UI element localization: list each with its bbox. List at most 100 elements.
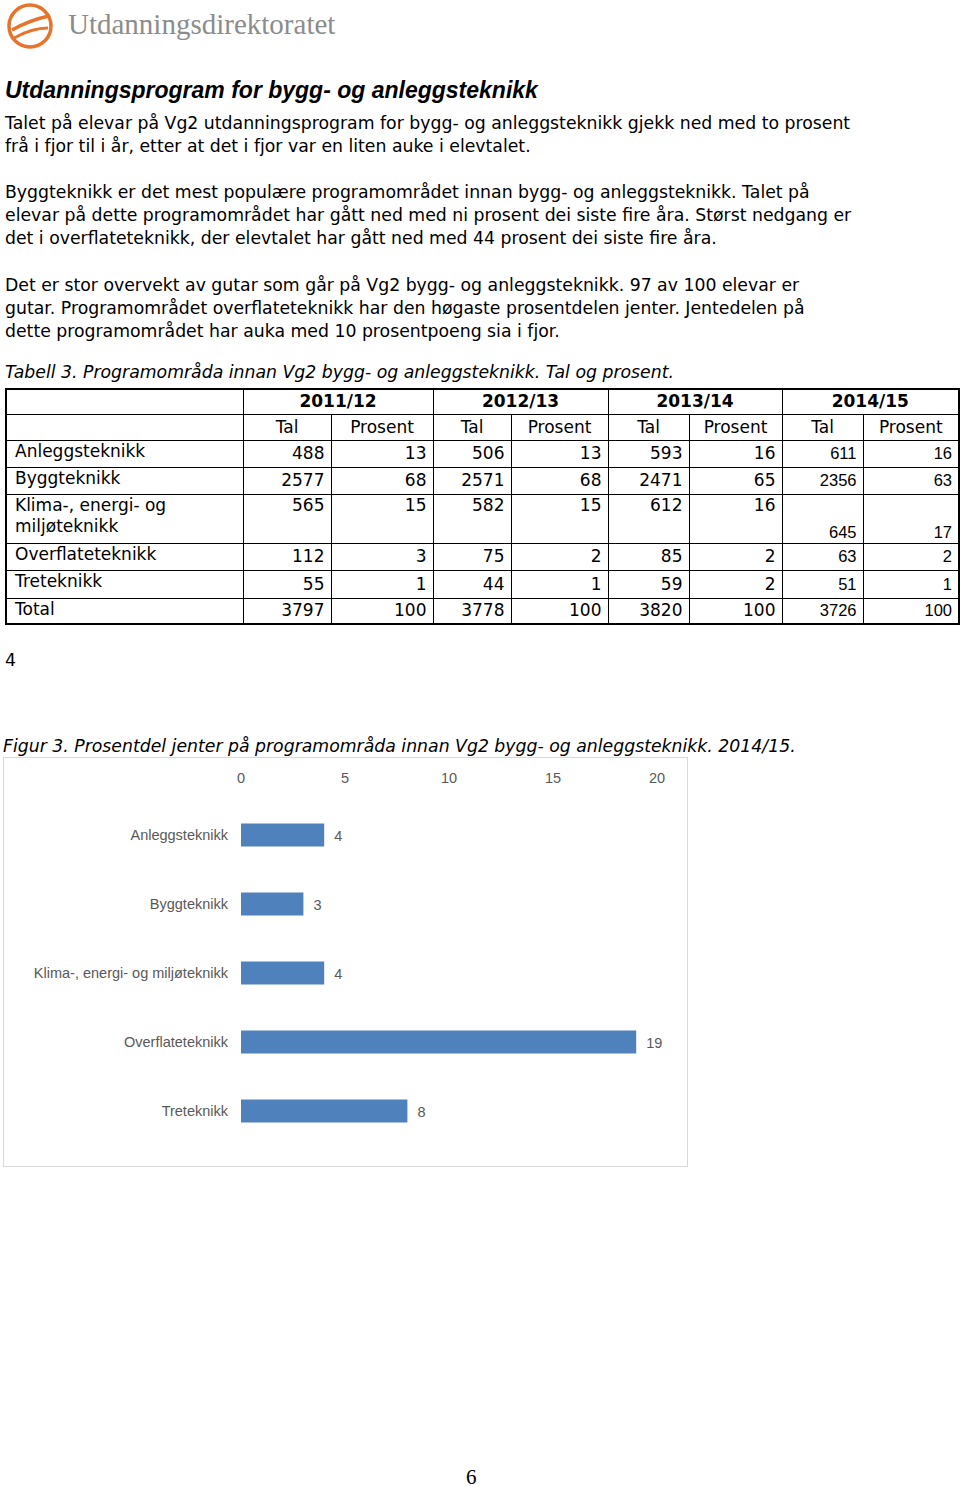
logo-swoosh: [14, 28, 48, 38]
category-label: Byggteknikk: [150, 896, 229, 912]
logo-icon: [2, 0, 62, 56]
table-cell: 1: [863, 570, 959, 598]
page-number: 6: [466, 1464, 477, 1486]
data-label: 4: [334, 966, 342, 982]
table-cell: 75: [433, 543, 511, 570]
subheader: Prosent: [689, 414, 782, 440]
paragraph-line: frå i fjor til i år, etter at det i fjor…: [5, 135, 531, 157]
data-label: 8: [417, 1104, 425, 1120]
table-cell: 2: [689, 543, 782, 570]
row-label: Total: [6, 598, 243, 624]
table-cell: 506: [433, 440, 511, 467]
row-label: Overflateteknikk: [6, 543, 243, 570]
table-cell: 2: [863, 543, 959, 570]
table-cell: 68: [511, 467, 608, 494]
year-header: 2014/15: [782, 389, 959, 414]
page: {"header": {"logo_text": "Utdanningsdire…: [0, 0, 960, 1486]
bar: [241, 893, 303, 916]
table-row: Byggteknikk257768257168247165235663: [6, 467, 959, 494]
header-cell: [6, 389, 243, 414]
row-label: Anleggsteknikk: [6, 440, 243, 467]
table-cell: 15: [511, 494, 608, 543]
tick-label: 10: [441, 770, 457, 786]
table-cell: 3726: [782, 598, 863, 624]
logo-text: Utdanningsdirektoratet: [68, 6, 335, 42]
tick-label: 20: [649, 770, 665, 786]
table-cell: 63: [782, 543, 863, 570]
table-row: Overflateteknikk1123752852632: [6, 543, 959, 570]
table-cell: 100: [863, 598, 959, 624]
chart-title: Figur 3. Prosentdel jenter på programomr…: [3, 735, 796, 757]
category-label: Treteknikk: [162, 1103, 229, 1119]
table-caption: Tabell 3. Programområda innan Vg2 bygg- …: [5, 361, 674, 383]
table-row: Total3797100377810038201003726100: [6, 598, 959, 624]
row-label: Byggteknikk: [6, 467, 243, 494]
data-label: 4: [334, 828, 342, 844]
tick-label: 15: [545, 770, 561, 786]
table-cell: 611: [782, 440, 863, 467]
table-cell: 16: [689, 440, 782, 467]
header-row: 2011/122012/132013/142014/15: [6, 389, 959, 414]
table-cell: 13: [511, 440, 608, 467]
bars: [241, 824, 636, 1123]
subheader-row: TalProsentTalProsentTalProsentTalProsent: [6, 414, 959, 440]
row-label: Klima-, energi- og miljøteknikk: [6, 494, 243, 543]
subheader: Tal: [782, 414, 863, 440]
table-cell: 582: [433, 494, 511, 543]
paragraph-line: Det er stor overvekt av gutar som går på…: [5, 274, 799, 296]
subheader: Prosent: [511, 414, 608, 440]
header-cell: [6, 414, 243, 440]
table-cell: 2: [511, 543, 608, 570]
data-label: 19: [646, 1035, 662, 1051]
table-cell: 1: [331, 570, 433, 598]
category-label: Overflateteknikk: [124, 1034, 229, 1050]
table-cell: 44: [433, 570, 511, 598]
table-cell: 15: [331, 494, 433, 543]
table-cell: 1: [511, 570, 608, 598]
chart: 05101520Anleggsteknikk4Byggteknikk3Klima…: [3, 757, 688, 1167]
side-note: 4: [5, 649, 16, 671]
category-label: Klima-, energi- og miljøteknikk: [34, 965, 229, 981]
table-cell: 3820: [608, 598, 689, 624]
table-cell: 3778: [433, 598, 511, 624]
table-cell: 100: [511, 598, 608, 624]
table-cell: 16: [689, 494, 782, 543]
table-cell: 2: [689, 570, 782, 598]
table-cell: 645: [782, 494, 863, 543]
table-cell: 2571: [433, 467, 511, 494]
table-cell: 68: [331, 467, 433, 494]
paragraph-line: dette programområdet har auka med 10 pro…: [5, 320, 560, 342]
paragraph-line: gutar. Programområdet overflateteknikk h…: [5, 297, 805, 319]
table-cell: 100: [331, 598, 433, 624]
tick-label: 5: [341, 770, 349, 786]
table-cell: 65: [689, 467, 782, 494]
row-label: Treteknikk: [6, 570, 243, 598]
table-cell: 2356: [782, 467, 863, 494]
table-cell: 17: [863, 494, 959, 543]
table-body: 2011/122012/132013/142014/15TalProsentTa…: [6, 389, 959, 624]
table-row: Anleggsteknikk48813506135931661116: [6, 440, 959, 467]
paragraph-line: elevar på dette programområdet har gått …: [5, 204, 851, 226]
bar: [241, 1100, 407, 1123]
category-label: Anleggsteknikk: [130, 827, 228, 843]
table-cell: 85: [608, 543, 689, 570]
table-cell: 3: [331, 543, 433, 570]
paragraph-line: det i overflateteknikk, der elevtalet ha…: [5, 227, 717, 249]
table-cell: 565: [243, 494, 331, 543]
bar: [241, 824, 324, 847]
year-header: 2013/14: [608, 389, 782, 414]
table-cell: 3797: [243, 598, 331, 624]
paragraph-line: Talet på elevar på Vg2 utdanningsprogram…: [5, 112, 850, 134]
chart-frame: [4, 758, 688, 1167]
table-cell: 2577: [243, 467, 331, 494]
table-cell: 13: [331, 440, 433, 467]
data-label: 3: [313, 897, 321, 913]
table-row: Klima-, energi- og miljøteknikk565155821…: [6, 494, 959, 543]
table-cell: 55: [243, 570, 331, 598]
subheader: Tal: [243, 414, 331, 440]
table-row: Treteknikk551441592511: [6, 570, 959, 598]
heading: Utdanningsprogram for bygg- og anleggste…: [5, 76, 538, 104]
year-header: 2011/12: [243, 389, 433, 414]
bar: [241, 962, 324, 985]
logo-ring: [9, 5, 51, 47]
